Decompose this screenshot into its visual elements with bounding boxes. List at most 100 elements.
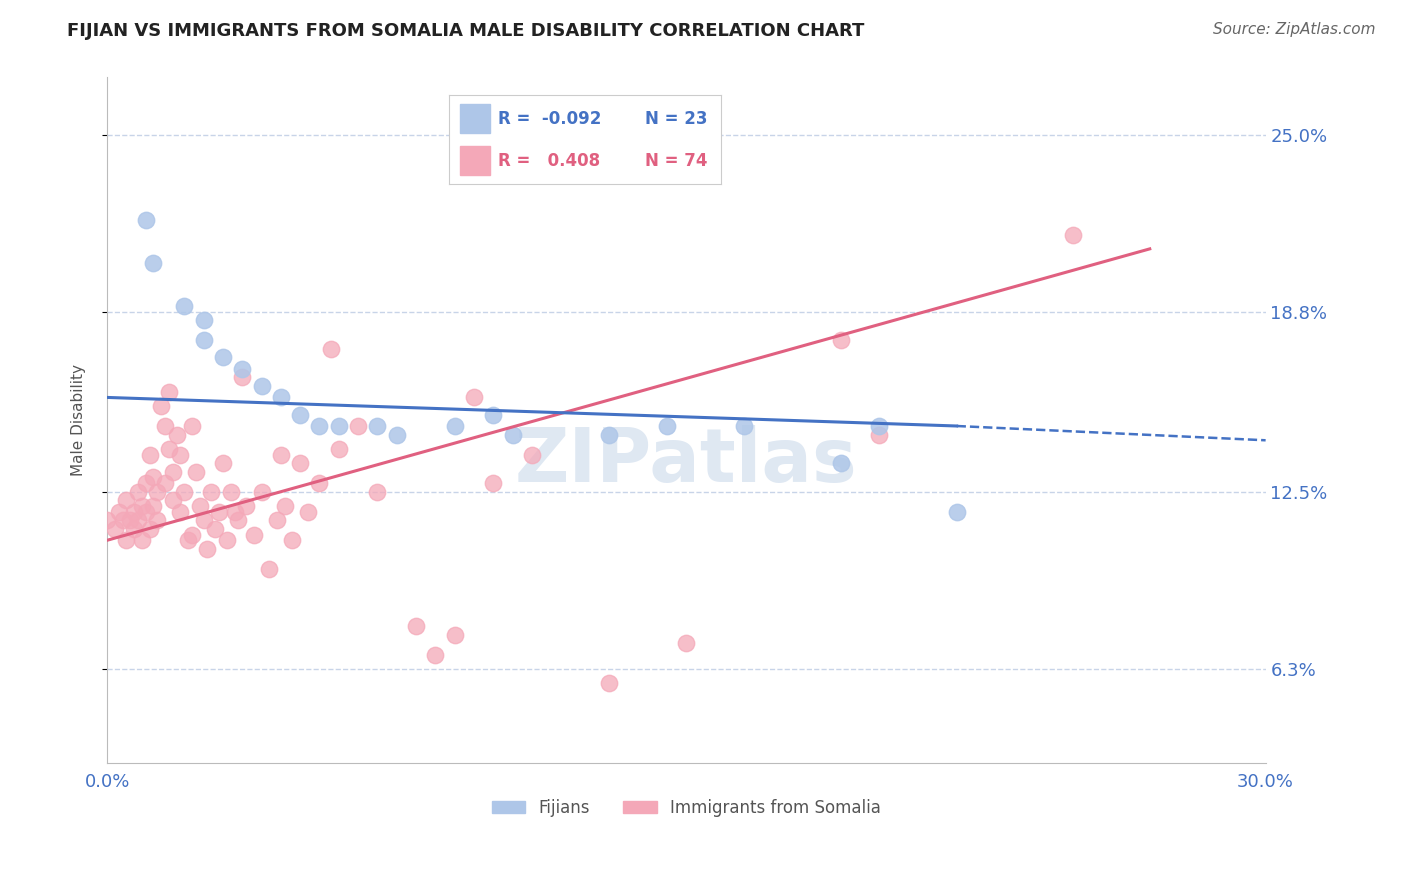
Point [169, 448, 191, 462]
Point [482, 476, 505, 491]
Point [173, 484, 195, 499]
Point [142, 499, 165, 513]
Point [200, 484, 222, 499]
Point [215, 533, 238, 548]
Point [308, 476, 330, 491]
Point [270, 448, 292, 462]
Point [146, 484, 169, 499]
Point [142, 256, 165, 270]
Point [385, 427, 408, 442]
Point [162, 465, 184, 479]
Point [224, 505, 246, 519]
Point [188, 499, 211, 513]
Legend: Fijians, Immigrants from Somalia: Fijians, Immigrants from Somalia [485, 792, 887, 823]
Point [502, 427, 524, 442]
Point [177, 533, 200, 548]
Point [733, 419, 755, 434]
Point [157, 384, 180, 399]
Point [235, 499, 257, 513]
Point [122, 522, 145, 536]
Point [366, 419, 388, 434]
Point [153, 476, 176, 491]
Point [157, 442, 180, 456]
Point [297, 505, 319, 519]
Point [347, 419, 370, 434]
Point [259, 562, 281, 576]
Point [138, 522, 160, 536]
Point [250, 484, 273, 499]
Point [181, 419, 204, 434]
Point [115, 533, 138, 548]
Point [598, 676, 620, 690]
Point [425, 648, 447, 662]
Point [288, 456, 311, 470]
Point [193, 513, 215, 527]
Point [319, 342, 342, 356]
Text: FIJIAN VS IMMIGRANTS FROM SOMALIA MALE DISABILITY CORRELATION CHART: FIJIAN VS IMMIGRANTS FROM SOMALIA MALE D… [67, 22, 865, 40]
Text: ZIPatlas: ZIPatlas [515, 425, 858, 498]
Point [115, 493, 138, 508]
Point [122, 505, 145, 519]
Point [146, 513, 169, 527]
Point [204, 522, 226, 536]
Point [184, 465, 207, 479]
Point [308, 419, 330, 434]
Point [181, 527, 204, 541]
Point [153, 419, 176, 434]
Point [443, 627, 465, 641]
Point [111, 513, 134, 527]
Point [173, 299, 195, 313]
Point [281, 533, 304, 548]
Point [96, 513, 118, 527]
Point [243, 527, 266, 541]
Point [150, 399, 173, 413]
Point [120, 513, 142, 527]
Point [274, 499, 297, 513]
Point [228, 513, 250, 527]
Point [482, 408, 505, 422]
Point [231, 370, 253, 384]
Point [463, 391, 485, 405]
Point [127, 484, 149, 499]
Point [868, 419, 890, 434]
Point [328, 442, 350, 456]
Point [328, 419, 350, 434]
Point [366, 484, 388, 499]
Point [219, 484, 242, 499]
Point [1062, 227, 1084, 242]
Point [270, 391, 292, 405]
Point [830, 333, 852, 347]
Point [655, 419, 678, 434]
Point [945, 505, 967, 519]
Point [131, 499, 153, 513]
Point [868, 427, 890, 442]
Point [135, 505, 157, 519]
Point [830, 456, 852, 470]
Point [231, 362, 253, 376]
Text: Source: ZipAtlas.com: Source: ZipAtlas.com [1212, 22, 1375, 37]
Point [193, 333, 215, 347]
Point [675, 636, 697, 650]
Point [208, 505, 231, 519]
Point [212, 456, 235, 470]
Point [107, 505, 129, 519]
Point [250, 379, 273, 393]
Point [135, 213, 157, 227]
Point [598, 427, 620, 442]
Point [197, 541, 219, 556]
Point [104, 522, 127, 536]
Point [193, 313, 215, 327]
Point [288, 408, 311, 422]
Y-axis label: Male Disability: Male Disability [72, 364, 86, 476]
Point [212, 351, 235, 365]
Point [142, 470, 165, 484]
Point [127, 513, 149, 527]
Point [169, 505, 191, 519]
Point [135, 476, 157, 491]
Point [166, 427, 188, 442]
Point [162, 493, 184, 508]
Point [266, 513, 288, 527]
Point [443, 419, 465, 434]
Point [131, 533, 153, 548]
Point [138, 448, 160, 462]
